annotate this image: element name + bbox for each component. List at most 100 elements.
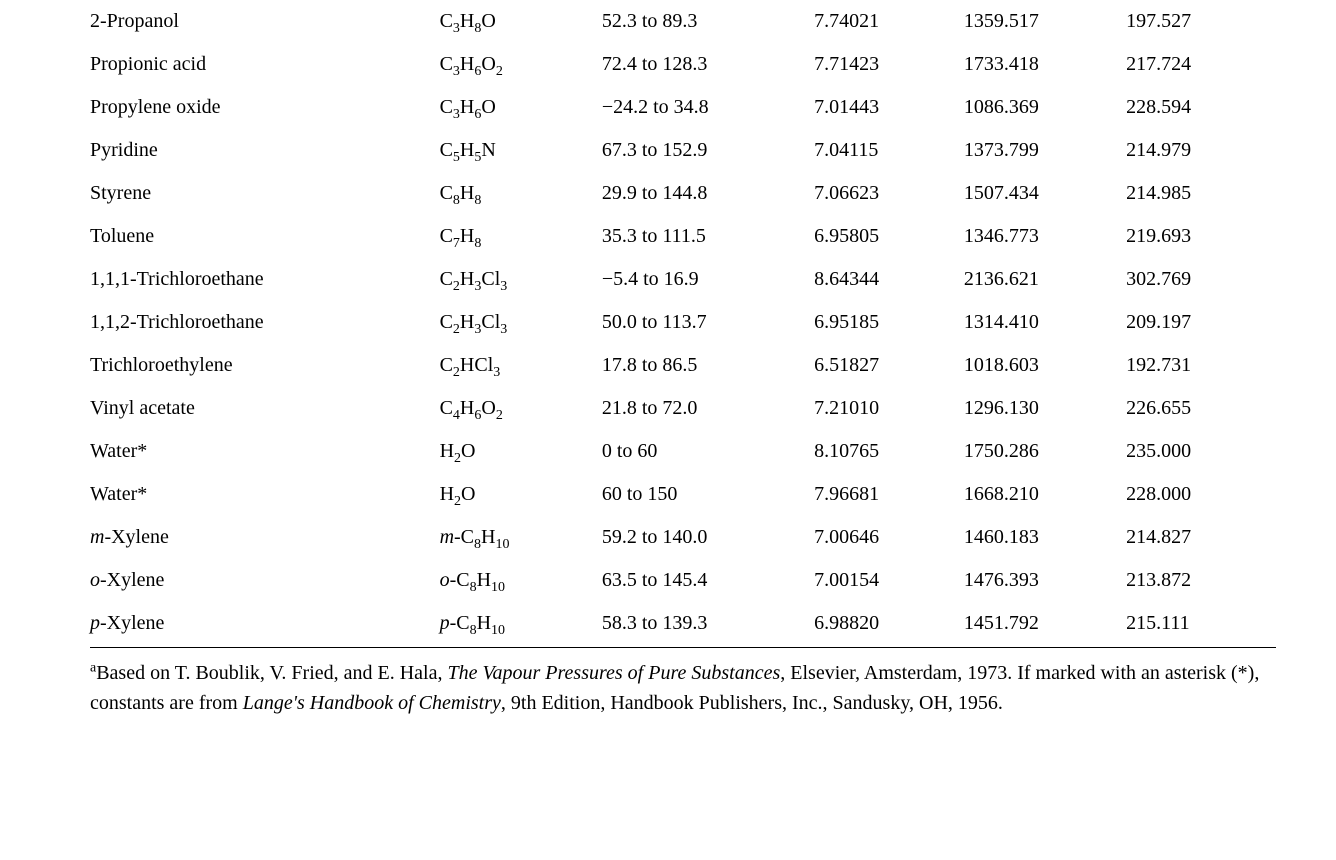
- temperature-range: 58.3 to 139.3: [602, 602, 814, 645]
- constant-a: 7.01443: [814, 86, 964, 129]
- constant-c: 228.594: [1126, 86, 1276, 129]
- compound-formula: C3H8O: [440, 0, 602, 43]
- temperature-range: 67.3 to 152.9: [602, 129, 814, 172]
- compound-name: Styrene: [90, 172, 440, 215]
- constant-b: 1314.410: [964, 301, 1126, 344]
- constant-c: 215.111: [1126, 602, 1276, 645]
- constant-c: 209.197: [1126, 301, 1276, 344]
- constant-c: 217.724: [1126, 43, 1276, 86]
- temperature-range: 63.5 to 145.4: [602, 559, 814, 602]
- constant-b: 1359.517: [964, 0, 1126, 43]
- constant-b: 1296.130: [964, 387, 1126, 430]
- compound-formula: C3H6O2: [440, 43, 602, 86]
- constant-c: 219.693: [1126, 215, 1276, 258]
- constant-c: 302.769: [1126, 258, 1276, 301]
- constant-b: 1733.418: [964, 43, 1126, 86]
- table-row: Water*H2O0 to 608.107651750.286235.000: [90, 430, 1276, 473]
- compound-name: Propionic acid: [90, 43, 440, 86]
- compound-name: 2-Propanol: [90, 0, 440, 43]
- constant-b: 1750.286: [964, 430, 1126, 473]
- constant-a: 6.95185: [814, 301, 964, 344]
- compound-name: Toluene: [90, 215, 440, 258]
- compound-formula: H2O: [440, 473, 602, 516]
- compound-formula: C2H3Cl3: [440, 258, 602, 301]
- constant-c: 214.827: [1126, 516, 1276, 559]
- table-footnote: aBased on T. Boublik, V. Fried, and E. H…: [90, 658, 1276, 718]
- constant-a: 8.64344: [814, 258, 964, 301]
- constant-c: 228.000: [1126, 473, 1276, 516]
- compound-formula: o-C8H10: [440, 559, 602, 602]
- compound-name: o-Xylene: [90, 559, 440, 602]
- constant-c: 226.655: [1126, 387, 1276, 430]
- temperature-range: 50.0 to 113.7: [602, 301, 814, 344]
- constant-b: 2136.621: [964, 258, 1126, 301]
- constant-a: 7.96681: [814, 473, 964, 516]
- compound-formula: C8H8: [440, 172, 602, 215]
- compound-formula: C7H8: [440, 215, 602, 258]
- table-row: Vinyl acetateC4H6O221.8 to 72.07.2101012…: [90, 387, 1276, 430]
- constant-b: 1507.434: [964, 172, 1126, 215]
- table-row: Propylene oxideC3H6O−24.2 to 34.87.01443…: [90, 86, 1276, 129]
- table-row: 1,1,1-TrichloroethaneC2H3Cl3−5.4 to 16.9…: [90, 258, 1276, 301]
- constant-c: 214.985: [1126, 172, 1276, 215]
- temperature-range: 59.2 to 140.0: [602, 516, 814, 559]
- compound-formula: p-C8H10: [440, 602, 602, 645]
- constant-b: 1018.603: [964, 344, 1126, 387]
- temperature-range: 21.8 to 72.0: [602, 387, 814, 430]
- constant-a: 6.98820: [814, 602, 964, 645]
- compound-name: Pyridine: [90, 129, 440, 172]
- constant-b: 1346.773: [964, 215, 1126, 258]
- constant-a: 6.51827: [814, 344, 964, 387]
- constant-a: 8.10765: [814, 430, 964, 473]
- compound-name: Water*: [90, 430, 440, 473]
- temperature-range: 60 to 150: [602, 473, 814, 516]
- table-row: p-Xylenep-C8H1058.3 to 139.36.988201451.…: [90, 602, 1276, 645]
- compound-formula: H2O: [440, 430, 602, 473]
- constant-c: 214.979: [1126, 129, 1276, 172]
- compound-formula: C4H6O2: [440, 387, 602, 430]
- constant-b: 1460.183: [964, 516, 1126, 559]
- constant-a: 7.00154: [814, 559, 964, 602]
- constant-a: 7.04115: [814, 129, 964, 172]
- constant-a: 6.95805: [814, 215, 964, 258]
- constant-c: 235.000: [1126, 430, 1276, 473]
- table-row: o-Xyleneo-C8H1063.5 to 145.47.001541476.…: [90, 559, 1276, 602]
- constant-a: 7.06623: [814, 172, 964, 215]
- constant-b: 1086.369: [964, 86, 1126, 129]
- temperature-range: 35.3 to 111.5: [602, 215, 814, 258]
- constant-c: 213.872: [1126, 559, 1276, 602]
- temperature-range: −24.2 to 34.8: [602, 86, 814, 129]
- compound-name: Propylene oxide: [90, 86, 440, 129]
- table-row: 2-PropanolC3H8O52.3 to 89.37.740211359.5…: [90, 0, 1276, 43]
- table-row: 1,1,2-TrichloroethaneC2H3Cl350.0 to 113.…: [90, 301, 1276, 344]
- table-row: TrichloroethyleneC2HCl317.8 to 86.56.518…: [90, 344, 1276, 387]
- constant-a: 7.21010: [814, 387, 964, 430]
- compound-name: p-Xylene: [90, 602, 440, 645]
- compound-formula: C2H3Cl3: [440, 301, 602, 344]
- temperature-range: 29.9 to 144.8: [602, 172, 814, 215]
- compound-formula: C2HCl3: [440, 344, 602, 387]
- table-row: Water*H2O60 to 1507.966811668.210228.000: [90, 473, 1276, 516]
- constant-a: 7.74021: [814, 0, 964, 43]
- constant-c: 192.731: [1126, 344, 1276, 387]
- table-row: m-Xylenem-C8H1059.2 to 140.07.006461460.…: [90, 516, 1276, 559]
- compound-name: Water*: [90, 473, 440, 516]
- table-row: Propionic acidC3H6O272.4 to 128.37.71423…: [90, 43, 1276, 86]
- table-row: StyreneC8H829.9 to 144.87.066231507.4342…: [90, 172, 1276, 215]
- compound-name: Vinyl acetate: [90, 387, 440, 430]
- compound-name: 1,1,1-Trichloroethane: [90, 258, 440, 301]
- constant-b: 1373.799: [964, 129, 1126, 172]
- compound-name: Trichloroethylene: [90, 344, 440, 387]
- temperature-range: 72.4 to 128.3: [602, 43, 814, 86]
- temperature-range: −5.4 to 16.9: [602, 258, 814, 301]
- table-row: PyridineC5H5N67.3 to 152.97.041151373.79…: [90, 129, 1276, 172]
- constant-b: 1668.210: [964, 473, 1126, 516]
- constant-c: 197.527: [1126, 0, 1276, 43]
- constant-a: 7.00646: [814, 516, 964, 559]
- temperature-range: 17.8 to 86.5: [602, 344, 814, 387]
- antoine-constants-table: 2-PropanolC3H8O52.3 to 89.37.740211359.5…: [90, 0, 1276, 652]
- compound-formula: m-C8H10: [440, 516, 602, 559]
- compound-name: 1,1,2-Trichloroethane: [90, 301, 440, 344]
- constant-b: 1451.792: [964, 602, 1126, 645]
- compound-formula: C5H5N: [440, 129, 602, 172]
